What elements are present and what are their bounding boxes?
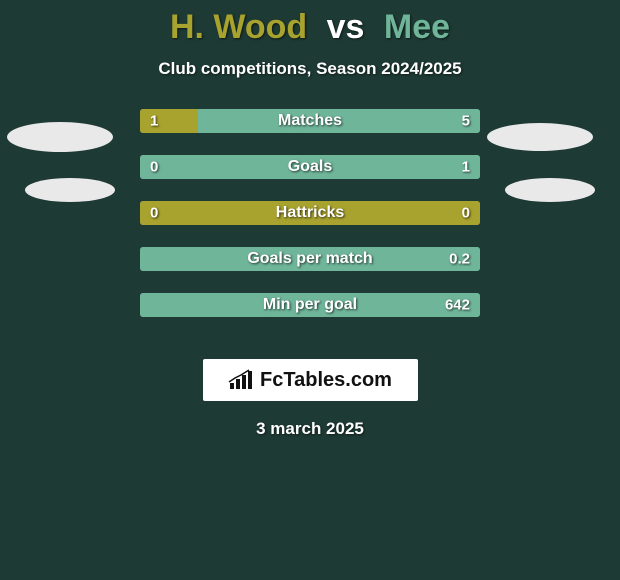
stat-left-value: 0: [150, 205, 158, 222]
stat-row: 0 0 Hattricks: [140, 201, 480, 225]
decorative-ellipse: [487, 123, 593, 151]
stat-bar-track: 1 5 Matches: [140, 109, 480, 133]
decorative-ellipse: [25, 178, 115, 202]
stat-label: Matches: [278, 112, 342, 130]
stat-right-value: 5: [462, 113, 470, 130]
stat-bar-track: 0 0 Hattricks: [140, 201, 480, 225]
stat-bar-track: 0 1 Goals: [140, 155, 480, 179]
decorative-ellipse: [505, 178, 595, 202]
stat-label: Min per goal: [263, 296, 357, 314]
subtitle: Club competitions, Season 2024/2025: [0, 59, 620, 79]
stat-row: 0.2 Goals per match: [140, 247, 480, 271]
bar-chart-icon: [228, 369, 254, 391]
stat-row: 0 1 Goals: [140, 155, 480, 179]
stat-bar-track: 642 Min per goal: [140, 293, 480, 317]
date-label: 3 march 2025: [0, 419, 620, 439]
stat-row: 1 5 Matches: [140, 109, 480, 133]
comparison-title: H. Wood vs Mee: [0, 0, 620, 47]
stat-left-value: 0: [150, 159, 158, 176]
vs-label: vs: [327, 8, 365, 46]
stat-right-value: 0: [462, 205, 470, 222]
stat-right-value: 1: [462, 159, 470, 176]
stat-bar-track: 0.2 Goals per match: [140, 247, 480, 271]
fctables-logo: FcTables.com: [203, 359, 418, 401]
stat-bar-left-fill: [140, 109, 198, 133]
stat-right-value: 642: [445, 297, 470, 314]
logo-text: FcTables.com: [260, 369, 392, 392]
decorative-ellipse: [7, 122, 113, 152]
stat-label: Hattricks: [276, 204, 344, 222]
stat-left-value: 1: [150, 113, 158, 130]
stat-row: 642 Min per goal: [140, 293, 480, 317]
stat-right-value: 0.2: [449, 251, 470, 268]
player1-name: H. Wood: [170, 8, 307, 46]
stat-label: Goals per match: [247, 250, 372, 268]
stat-label: Goals: [288, 158, 332, 176]
player2-name: Mee: [384, 8, 450, 46]
